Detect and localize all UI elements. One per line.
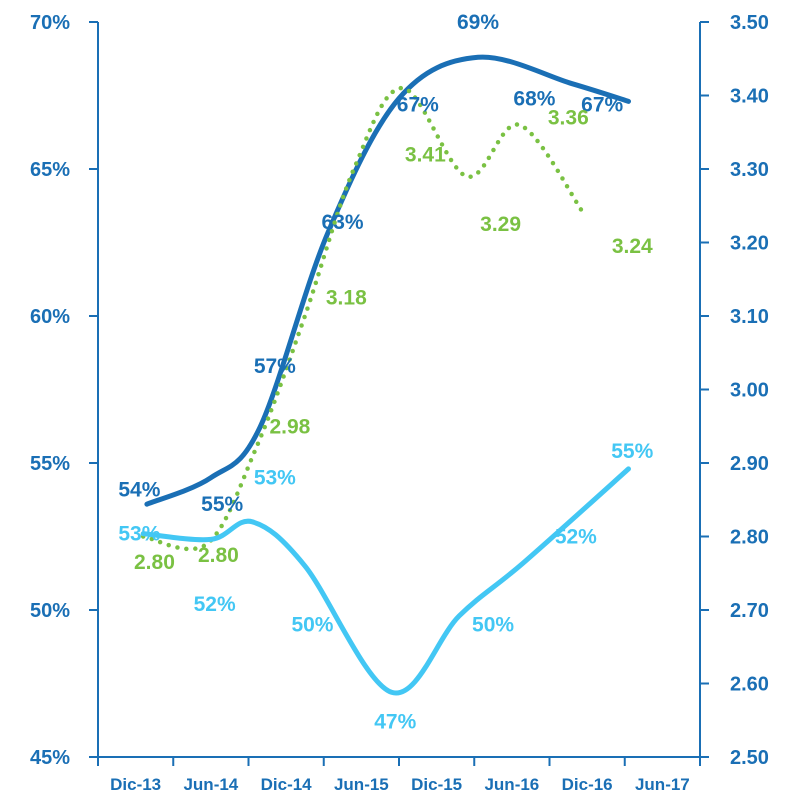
right-tick-label: 3.50 bbox=[730, 12, 769, 34]
dark-blue-data-label: 63% bbox=[322, 211, 364, 234]
right-tick-label: 2.60 bbox=[730, 674, 769, 696]
dark-blue-data-label: 67% bbox=[581, 93, 623, 116]
right-tick-label: 2.80 bbox=[730, 527, 769, 549]
green-data-label: 3.41 bbox=[405, 143, 446, 166]
data-labels: 54% 55% 57% 63% 67% 69% 68% 67% 2.80 2.80 2.98 3.18… bbox=[118, 11, 653, 734]
dark-blue-data-label: 57% bbox=[254, 355, 296, 378]
green-data-label: 3.36 bbox=[548, 107, 589, 130]
dark-blue-series-line bbox=[144, 54, 631, 507]
right-tick-label: 2.90 bbox=[730, 453, 769, 475]
light-blue-series-line bbox=[140, 466, 631, 696]
right-tick-label: 3.00 bbox=[730, 380, 769, 402]
light-blue-data-label: 47% bbox=[374, 711, 416, 734]
right-tick-label: 3.40 bbox=[730, 86, 769, 108]
light-blue-data-label: 55% bbox=[611, 440, 653, 463]
left-tick-label: 60% bbox=[30, 306, 70, 328]
axes: 45% 50% 55% 60% 65% 70% 2.50 2.60 2.70 2.80 2.90 3.… bbox=[30, 12, 769, 794]
green-data-label: 3.18 bbox=[326, 287, 367, 310]
dark-blue-data-label: 55% bbox=[201, 493, 243, 516]
x-tick-label: Jun-14 bbox=[183, 775, 238, 794]
dark-blue-data-label: 67% bbox=[397, 93, 439, 116]
light-blue-data-label: 52% bbox=[194, 593, 236, 616]
left-tick-label: 70% bbox=[30, 12, 70, 34]
series-lines bbox=[140, 54, 631, 696]
light-blue-data-label: 53% bbox=[254, 467, 296, 490]
green-data-label: 2.80 bbox=[198, 544, 239, 567]
green-data-label: 2.98 bbox=[269, 415, 310, 438]
green-data-label: 3.24 bbox=[612, 235, 653, 258]
green-data-label: 3.29 bbox=[480, 213, 521, 236]
green-dotted-series-line bbox=[140, 85, 586, 552]
light-blue-data-label: 50% bbox=[291, 614, 333, 637]
right-tick-label: 3.10 bbox=[730, 306, 769, 328]
green-data-label: 2.80 bbox=[134, 551, 175, 574]
x-tick-label: Dic-13 bbox=[110, 775, 161, 794]
x-tick-label: Dic-14 bbox=[261, 775, 313, 794]
light-blue-data-label: 50% bbox=[472, 614, 514, 637]
light-blue-data-label: 53% bbox=[118, 523, 160, 546]
x-tick-label: Dic-16 bbox=[562, 775, 613, 794]
x-tick-label: Jun-17 bbox=[635, 775, 690, 794]
left-tick-label: 55% bbox=[30, 453, 70, 475]
right-tick-label: 2.50 bbox=[730, 747, 769, 769]
right-tick-label: 3.20 bbox=[730, 233, 769, 255]
left-tick-label: 65% bbox=[30, 159, 70, 181]
x-tick-label: Dic-15 bbox=[411, 775, 462, 794]
dark-blue-data-label: 68% bbox=[513, 87, 555, 110]
light-blue-data-label: 52% bbox=[555, 526, 597, 549]
right-tick-label: 3.30 bbox=[730, 159, 769, 181]
left-tick-label: 45% bbox=[30, 747, 70, 769]
x-tick-label: Jun-15 bbox=[334, 775, 389, 794]
dark-blue-data-label: 69% bbox=[457, 11, 499, 34]
x-tick-label: Jun-16 bbox=[484, 775, 539, 794]
left-tick-label: 50% bbox=[30, 600, 70, 622]
dark-blue-data-label: 54% bbox=[118, 478, 160, 501]
right-tick-label: 2.70 bbox=[730, 600, 769, 622]
